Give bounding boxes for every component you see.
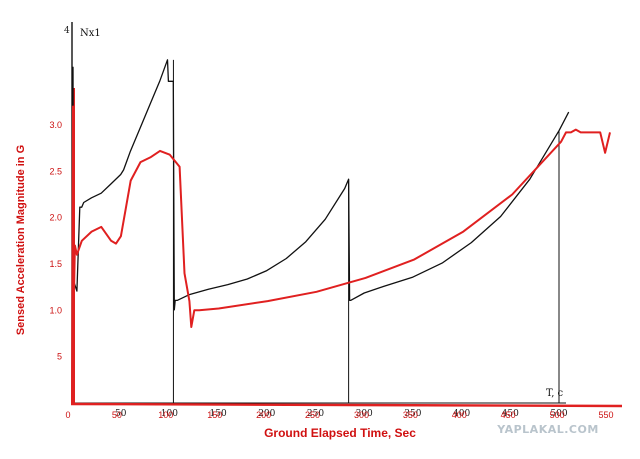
watermark: YAPLAKAL.COM	[496, 423, 599, 436]
red-x-tick-label: 0	[65, 410, 70, 420]
black-y-tick-label: 4	[64, 26, 70, 36]
red-x-tick-label: 500	[550, 410, 565, 420]
black-x-tick-label: 50	[115, 409, 127, 419]
red-x-tick-label: 100	[158, 410, 173, 420]
black-x-tick-label: 500	[550, 409, 567, 419]
red-x-axis	[70, 402, 623, 408]
red-x-tick-label: 200	[256, 410, 271, 420]
red-x-tick-label: 450	[501, 410, 516, 420]
black-x-tick-label: 250	[307, 409, 324, 419]
black-tick-labels: 450 100 150 200 250 300 350 400 450 500	[64, 26, 568, 419]
red-y-tick-label: 5	[57, 352, 62, 362]
red-series-line	[71, 105, 611, 404]
red-x-tick-label: 350	[403, 410, 418, 420]
red-y-tick-label: 1.5	[49, 259, 62, 269]
red-x-tick-label: 250	[305, 410, 320, 420]
black-x-tick-label: 400	[453, 409, 470, 419]
red-tick-labels: 5 1.0 1.5 2.0 2.5 3.0 0 50 100 150 200 250 300 350 400…	[49, 120, 613, 420]
red-y-tick-label: 1.0	[49, 305, 62, 315]
red-y-tick-label: 3.0	[49, 120, 62, 130]
red-y-tick-label: 2.5	[49, 166, 62, 176]
black-x-tick-label: 450	[502, 409, 519, 419]
black-x-tick-label: 100	[161, 409, 178, 419]
y-axis-label: Sensed Acceleration Magnitude in G	[15, 145, 27, 335]
black-x-tick-label: 350	[404, 409, 421, 419]
black-x-tick-label: 150	[210, 409, 227, 419]
black-x-tick-label: 200	[258, 409, 275, 419]
red-x-tick-label: 150	[207, 410, 222, 420]
black-x-axis-label: T, c	[546, 388, 564, 399]
black-x-tick-label: 300	[356, 409, 373, 419]
chart-labels: Nx1 T, c Ground Elapsed Time, Sec Sensed Ac…	[15, 28, 599, 440]
red-x-tick-label: 550	[598, 410, 613, 420]
x-axis-label: Ground Elapsed Time, Sec	[264, 426, 416, 440]
red-y-tick-label: 2.0	[49, 213, 62, 223]
red-x-tick-label: 50	[112, 410, 122, 420]
chart-axes	[70, 22, 623, 408]
black-series-line	[71, 59, 570, 404]
chart-series	[71, 59, 611, 404]
black-y-axis-label: Nx1	[80, 28, 101, 39]
red-x-tick-label: 300	[354, 410, 369, 420]
red-x-tick-label: 400	[452, 410, 467, 420]
